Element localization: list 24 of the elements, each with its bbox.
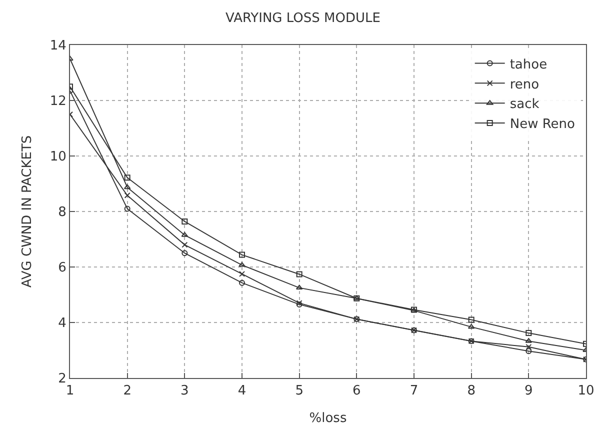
x-tick-label: 4 — [238, 384, 246, 399]
x-tick-label: 5 — [295, 384, 304, 399]
y-axis-title: AVG CWND IN PACKETS — [20, 135, 35, 288]
y-tick-label: 2 — [58, 372, 66, 387]
x-tick-label: 9 — [524, 384, 533, 399]
x-tick-label: 1 — [66, 384, 74, 399]
x-tick-label: 2 — [123, 384, 132, 399]
x-tick-label: 10 — [578, 384, 594, 399]
legend-label: reno — [510, 77, 540, 92]
chart-title: VARYING LOSS MODULE — [226, 11, 380, 26]
x-axis-title: %loss — [309, 411, 347, 426]
x-tick-label: 3 — [180, 384, 189, 399]
x-tick-label: 7 — [410, 384, 418, 399]
y-tick-label: 8 — [58, 205, 66, 220]
y-tick-label: 4 — [58, 316, 66, 332]
y-tick-label: 6 — [58, 260, 66, 276]
legend-label: New Reno — [510, 117, 576, 132]
y-tick-label: 12 — [50, 94, 66, 110]
y-tick-label: 10 — [50, 150, 66, 165]
legend-label: sack — [510, 97, 540, 112]
x-tick-label: 6 — [352, 384, 361, 399]
legend-label: tahoe — [510, 57, 548, 72]
y-tick-label: 14 — [50, 38, 66, 54]
x-tick-label: 8 — [467, 384, 476, 399]
